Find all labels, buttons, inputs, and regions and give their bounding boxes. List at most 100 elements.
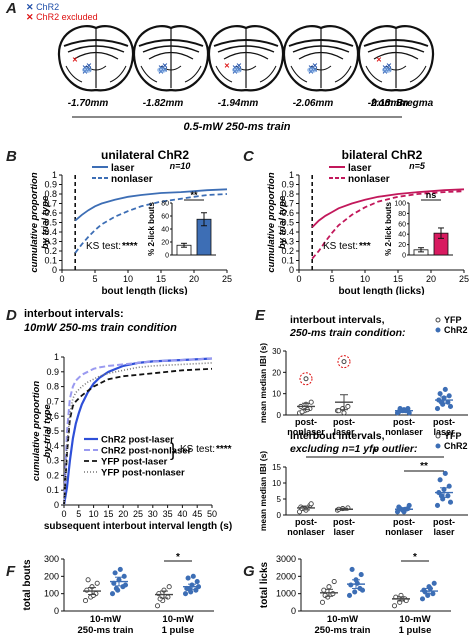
x-tick-label: 10	[89, 509, 99, 519]
inset-y-label: % 2-lick bouts	[384, 202, 393, 256]
data-point-ChR2	[109, 591, 116, 597]
data-point-ChR2	[406, 502, 412, 508]
data-point-ChR2	[447, 403, 454, 410]
lateral-structure-left	[215, 65, 233, 83]
data-point-YFP	[94, 580, 100, 586]
expression-spot	[307, 67, 317, 73]
y-tick-label: 0.4	[44, 227, 57, 237]
category-label-line1: 10-mW	[327, 614, 358, 625]
data-point-ChR2	[185, 575, 191, 581]
train-label: 0.5-mW 250-ms train	[183, 121, 291, 133]
legend-x-icon-red: ✕	[26, 12, 34, 22]
inset-y-tick-label: 60	[398, 221, 406, 228]
chr2-marker: ✕	[312, 63, 318, 70]
group-label-line2: nonlaser	[385, 527, 423, 537]
legend-label-nonlaser: nonlaser	[348, 174, 390, 185]
data-point-ChR2	[442, 470, 448, 476]
lateral-structure-right	[184, 65, 202, 83]
group-label-line1: post-	[333, 517, 355, 527]
y-tick-label: 0	[277, 511, 282, 520]
data-point-YFP	[166, 584, 172, 590]
y-tick-label: 15	[272, 463, 281, 472]
series-line-YFP-post-nonlaser	[63, 362, 213, 506]
x-tick-label: 0	[59, 274, 64, 284]
data-point-YFP	[157, 596, 163, 602]
data-point-ChR2	[182, 591, 189, 597]
data-point-ChR2	[359, 587, 366, 593]
y-tick-label: 0.3	[44, 237, 57, 247]
x-axis-label: subsequent interbout interval length (s)	[44, 521, 232, 532]
y-tick-label: 0.8	[46, 382, 59, 392]
section-label-2: -1.82mm	[143, 98, 184, 109]
y-axis-label: mean median IBI (s)	[258, 343, 268, 423]
category-label-line2: 250-ms train	[315, 625, 371, 636]
data-point-ChR2	[113, 585, 119, 592]
e-title-line1: interbout intervals,	[290, 314, 385, 326]
y-tick-label: 0.7	[44, 199, 57, 209]
y-tick-label: 3000	[276, 554, 296, 564]
y-tick-label: 0	[54, 606, 59, 616]
legend-brace: }	[170, 440, 176, 460]
inset-y-label: % 2-lick bouts	[147, 202, 156, 256]
data-point-YFP	[85, 577, 91, 583]
legend-chr2-dot	[435, 327, 441, 333]
legend-label-ChR2-post-laser: ChR2 post-laser	[101, 435, 174, 446]
y-tick-label: 0.2	[281, 246, 294, 256]
chr2-marker: ✕	[386, 63, 392, 70]
data-point-ChR2	[437, 391, 443, 397]
data-point-ChR2	[447, 499, 454, 505]
y-tick-label: 0.3	[281, 237, 294, 247]
chr2-marker: ✕	[162, 63, 168, 70]
x-tick-label: 0	[61, 509, 66, 519]
x-tick-label: 30	[148, 509, 158, 519]
y-tick-label: 0.9	[44, 180, 57, 190]
legend-label-nonlaser: nonlaser	[111, 174, 153, 185]
y-axis-label: cumulative proportionby trial type	[29, 172, 51, 272]
data-point-YFP	[345, 403, 351, 410]
legend-label-ChR2-post-nonlaser: ChR2 post-nonlaser	[101, 446, 192, 457]
legend-yfp-label: YFP	[444, 315, 462, 325]
x-axis-label: bout length (licks)	[338, 286, 424, 295]
legend-label-laser: laser	[111, 163, 134, 174]
inset-y-tick-label: 100	[394, 201, 406, 208]
y-tick-label: 0.2	[44, 246, 57, 256]
x-tick-label: 35	[163, 509, 173, 519]
y-axis-label: cumulative proportionby trial type	[31, 381, 53, 481]
brain-section-1: ✕✕✕✕✕	[57, 25, 135, 92]
data-point-ChR2	[442, 386, 448, 392]
ks-stars: ****	[122, 241, 138, 252]
brain-section-4: ✕✕✕✕	[282, 25, 360, 92]
y-tick-label: 0.9	[281, 180, 294, 190]
lateral-structure-right	[109, 65, 127, 83]
x-tick-label: 40	[177, 509, 187, 519]
n-label: n=10	[170, 161, 191, 171]
y-tick-label: 1	[52, 170, 57, 180]
legend-label-YFP-post-laser: YFP post-laser	[101, 457, 168, 468]
panel-a-legend: ✕ ChR2 ✕ ChR2 excluded	[26, 2, 98, 22]
inset-y-tick-label: 0	[165, 253, 169, 260]
category-label-line1: 10-mW	[162, 614, 193, 625]
y-axis-label: total licks	[259, 562, 270, 609]
y-axis-label-line1: cumulative proportion	[266, 172, 277, 272]
x-tick-label: 50	[207, 509, 217, 519]
chr2-marker: ✕	[86, 63, 92, 70]
y-tick-label: 0.7	[281, 199, 294, 209]
legend-label-chr2: ChR2	[36, 2, 60, 12]
data-point-ChR2	[117, 566, 123, 572]
x-axis-label: bout length (licks)	[101, 286, 187, 295]
series-line-laser	[74, 188, 228, 222]
y-tick-label: 0.5	[281, 218, 294, 228]
legend-label-chr2-excluded: ChR2 excluded	[36, 12, 98, 22]
lateral-structure-left	[140, 65, 158, 83]
data-point-ChR2	[419, 596, 426, 602]
y-axis-label-line2: by trial type	[277, 195, 288, 249]
y-tick-label: 20	[272, 368, 281, 377]
expression-spot	[232, 67, 242, 73]
y-tick-label: 1	[289, 170, 294, 180]
group-label-line1: post-	[393, 417, 415, 427]
x-tick-label: 25	[222, 274, 232, 284]
legend-yfp-dot	[435, 433, 441, 439]
excluded-marker: ✕	[224, 63, 230, 70]
data-point-ChR2	[358, 572, 364, 578]
sig-label: *	[176, 552, 180, 563]
